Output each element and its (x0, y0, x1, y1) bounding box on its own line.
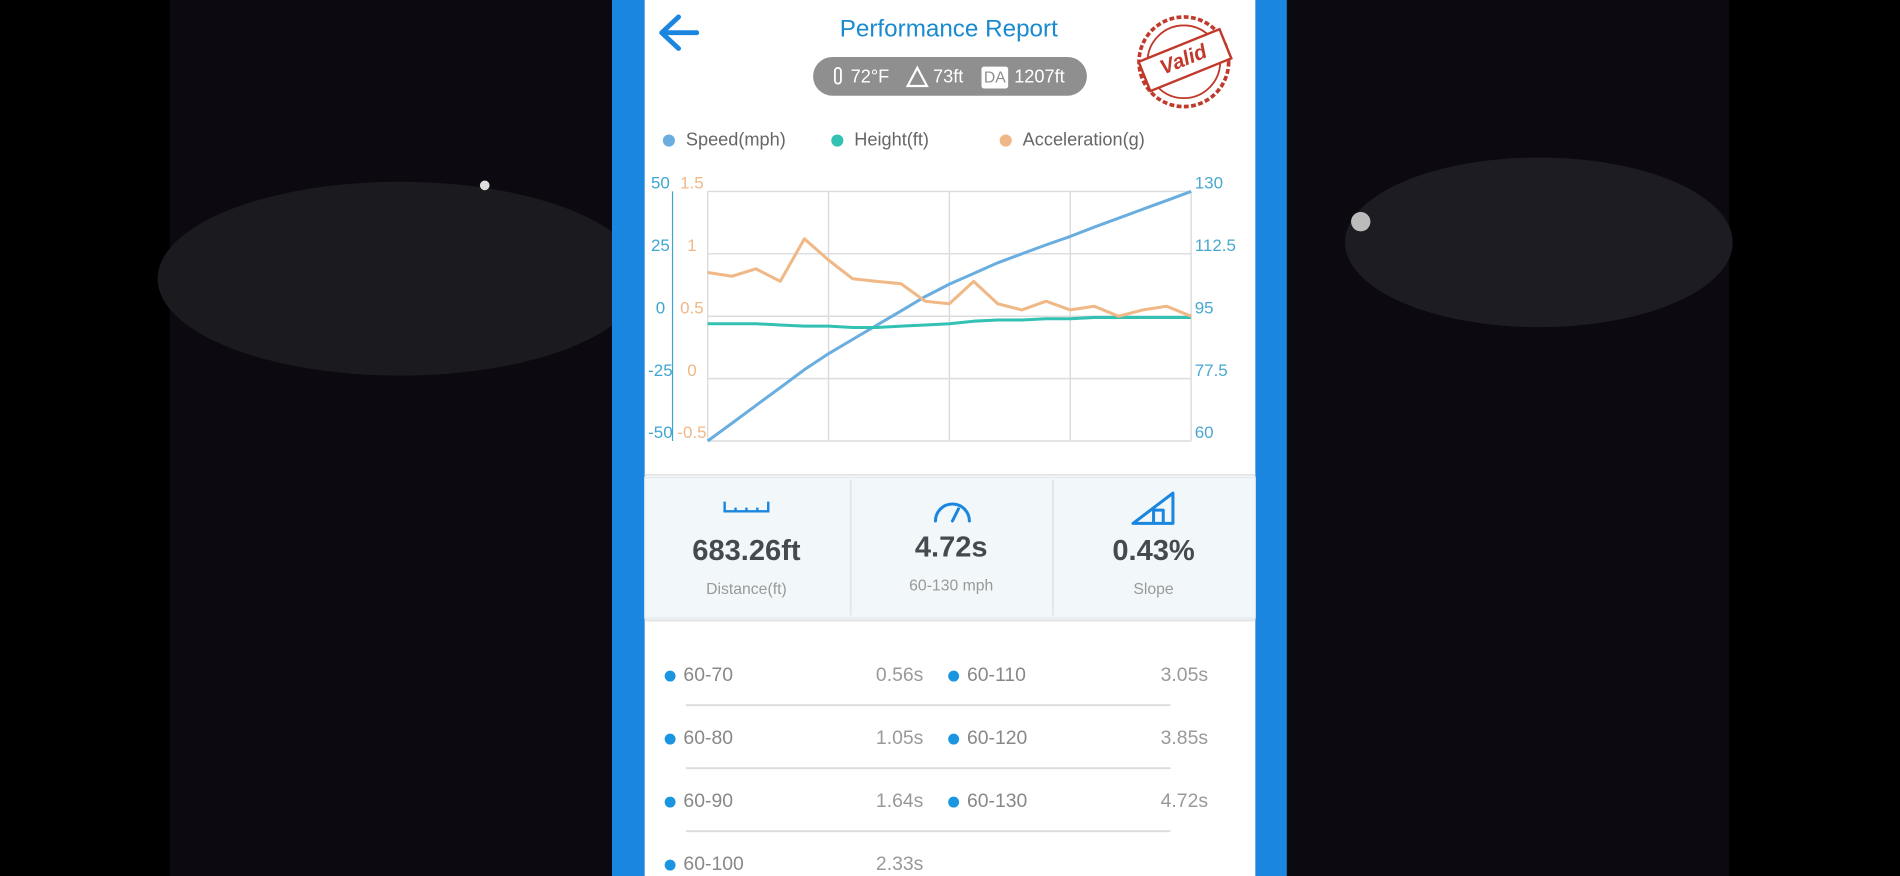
da-box (981, 66, 1009, 89)
blurred-scene (157, 181, 643, 376)
split-dot (664, 796, 676, 808)
y-tick-label: 1.5 (680, 174, 704, 193)
series-line (706, 190, 1192, 443)
split-time: 3.85s (1161, 727, 1208, 749)
stat-value: 683.26ft (692, 535, 801, 567)
page-title: Performance Report (840, 16, 1058, 43)
split-label: 60-120 (967, 727, 1028, 749)
y-tick-label: 0.5 (680, 298, 704, 317)
da-label: DA (984, 69, 1006, 86)
legend-label: Speed(mph) (686, 129, 786, 149)
legend-label: Acceleration(g) (1023, 129, 1145, 149)
light (479, 180, 490, 191)
slope-icon (1131, 491, 1175, 525)
y-tick-label: 95 (1195, 298, 1214, 317)
y-tick-label: 77.5 (1195, 361, 1228, 380)
stat-value: 4.72s (915, 532, 988, 564)
split-time: 0.56s (876, 664, 923, 686)
y-tick-label: 112.5 (1195, 236, 1236, 255)
stat-label: 60-130 mph (909, 578, 993, 595)
altitude-icon (905, 65, 929, 88)
split-time: 2.33s (876, 853, 923, 875)
y-tick-label: 50 (651, 174, 670, 193)
split-label: 60-80 (683, 727, 733, 749)
y-tick-label: 0 (656, 298, 665, 317)
series-line (707, 237, 1192, 318)
gauge-icon (933, 502, 971, 523)
legend-swatch (831, 134, 844, 147)
legend: Speed(mph) Height(ft) Acceleration(g) (662, 129, 1145, 149)
y-tick-label: 0 (687, 361, 696, 380)
conditions-pill: 72°F 73ft DA 1207ft (813, 56, 1087, 96)
stats-panel (644, 476, 1256, 619)
split-label: 60-100 (683, 853, 744, 875)
stamp-band (1137, 27, 1233, 93)
legend-swatch (999, 134, 1012, 147)
split-dot (948, 796, 960, 808)
pill-background (813, 56, 1087, 96)
series-line (707, 315, 1192, 330)
stat-label: Slope (1133, 581, 1174, 598)
back-button[interactable] (659, 14, 700, 51)
ruler-icon (723, 501, 770, 513)
split-time: 1.05s (876, 727, 923, 749)
density-altitude: 1207ft (1014, 66, 1064, 86)
chart: -50 -25 0 25 50 -0.5 0 0.5 1 1.5 60 77.5 95 112.5 130 (648, 174, 1236, 443)
y-tick-label: 25 (651, 236, 670, 255)
split-dot (664, 733, 676, 745)
y-tick-label: 60 (1195, 423, 1214, 442)
light (1351, 212, 1371, 232)
split-time: 1.64s (876, 790, 923, 812)
splits-table: 60-70 0.56s 60-110 3.05s 60-80 1.05s 60-120 3.8… (664, 664, 1208, 875)
blurred-scene (1344, 157, 1733, 328)
stats: 683.26ft Distance(ft) 4.72s 60-130 mph 0.43%… (692, 532, 1195, 599)
split-label: 60-90 (683, 790, 733, 812)
temperature: 72°F (851, 66, 890, 86)
split-dot (664, 670, 676, 682)
split-time: 3.05s (1161, 664, 1208, 686)
y-tick-label: -50 (648, 423, 673, 442)
altitude: 73ft (933, 66, 963, 86)
stat-label: Distance(ft) (706, 581, 787, 598)
split-dot (664, 859, 676, 871)
back-arrow[interactable] (659, 14, 700, 51)
legend-label: Height(ft) (854, 129, 929, 149)
y-tick-label: 130 (1195, 174, 1223, 193)
y-tick-label: -0.5 (677, 423, 706, 442)
stat-value: 0.43% (1112, 535, 1195, 567)
split-label: 60-110 (967, 664, 1026, 686)
thermometer-icon (833, 66, 842, 85)
split-label: 60-70 (683, 664, 733, 686)
split-dot (948, 670, 960, 682)
y-tick-label: -25 (648, 361, 673, 380)
legend-swatch (662, 134, 675, 147)
split-label: 60-130 (967, 790, 1028, 812)
y-tick-label: 1 (687, 236, 696, 255)
split-dot (948, 733, 960, 745)
split-time: 4.72s (1161, 790, 1208, 812)
